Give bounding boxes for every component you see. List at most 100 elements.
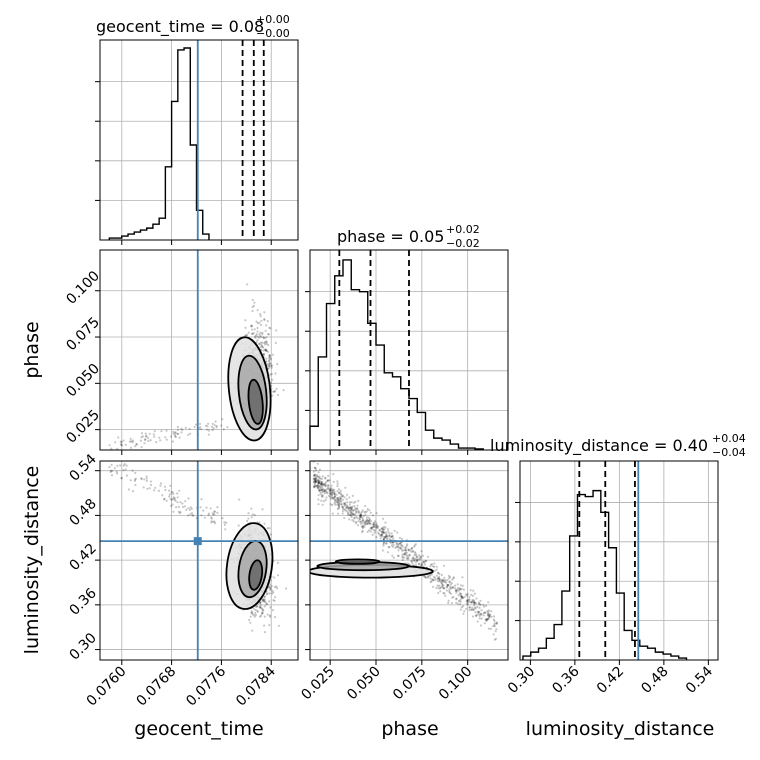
sample-point (179, 510, 182, 514)
sample-point (266, 613, 269, 616)
sample-point (401, 545, 404, 548)
sample-point (412, 549, 415, 552)
sample-point (472, 599, 475, 602)
sample-point (314, 478, 317, 481)
sample-point (452, 595, 455, 599)
sample-point (473, 601, 476, 604)
sample-point (350, 507, 353, 510)
sample-point (262, 336, 265, 339)
sample-point (336, 503, 339, 506)
sample-point (375, 511, 378, 515)
sample-point (213, 513, 216, 516)
sample-point (459, 600, 462, 603)
sample-point (323, 490, 326, 493)
sample-point (403, 553, 406, 556)
sample-point (277, 624, 280, 627)
sample-point (330, 497, 333, 500)
sample-point (266, 527, 269, 530)
sample-point (123, 463, 126, 466)
sample-point (487, 614, 490, 617)
sample-point (419, 555, 422, 558)
sample-point (401, 549, 404, 552)
sample-point (321, 491, 324, 494)
sample-point (120, 444, 123, 447)
sample-point (168, 495, 171, 498)
sample-point (326, 484, 330, 487)
sample-point (467, 598, 470, 602)
sample-point (422, 560, 425, 564)
sample-point (326, 487, 329, 490)
sample-point (314, 466, 317, 469)
sample-point (360, 510, 363, 514)
sample-point (276, 363, 279, 366)
sample-point (256, 326, 259, 330)
sample-point (382, 542, 385, 546)
sample-point (424, 560, 428, 563)
sample-point (361, 529, 364, 533)
sample-point (358, 515, 361, 519)
sample-point (359, 515, 362, 518)
sample-point (337, 499, 340, 502)
sample-point (312, 480, 315, 483)
sample-point (405, 549, 408, 552)
sample-point (168, 493, 171, 496)
sample-point (361, 519, 364, 523)
sample-point (455, 589, 458, 593)
sample-point (159, 439, 162, 442)
sample-point (357, 520, 360, 523)
sample-point (316, 462, 319, 465)
sample-point (270, 585, 273, 588)
sample-point (282, 389, 285, 392)
sample-point (450, 586, 453, 590)
sample-point (258, 605, 261, 609)
sample-point (110, 469, 113, 472)
sample-point (333, 495, 336, 498)
sample-point (487, 601, 490, 604)
sample-point (148, 432, 151, 435)
sample-point (408, 553, 411, 556)
sample-point (210, 517, 213, 520)
x-tick-label: 0.0784 (233, 663, 279, 709)
sample-point (271, 609, 275, 612)
density-contour (334, 558, 381, 565)
sample-point (493, 623, 496, 627)
sample-point (488, 614, 491, 618)
sample-point (383, 525, 386, 528)
sample-point (270, 372, 273, 376)
sample-point (262, 349, 265, 352)
sample-point (314, 467, 317, 470)
density-contour (248, 559, 264, 591)
sample-point (271, 378, 274, 381)
sample-point (317, 480, 320, 483)
sample-point (131, 441, 134, 444)
sample-point (328, 488, 331, 491)
sample-point (415, 553, 418, 557)
sample-point (259, 331, 262, 334)
sample-point (326, 479, 330, 482)
sample-point (256, 335, 259, 338)
sample-point (359, 513, 362, 516)
sample-point (410, 547, 414, 550)
sample-point (390, 532, 393, 535)
sample-point (327, 486, 330, 489)
sample-point (375, 526, 378, 530)
sample-point (265, 336, 268, 339)
sample-point (356, 504, 359, 507)
sample-point (343, 516, 346, 520)
sample-point (142, 486, 145, 489)
sample-point (330, 493, 333, 496)
sample-point (256, 339, 259, 342)
sample-point (327, 484, 330, 487)
sample-point (190, 507, 193, 510)
sample-point (480, 609, 483, 612)
sample-point (198, 422, 202, 425)
sample-point (250, 324, 253, 327)
sample-point (252, 614, 255, 617)
sample-point (176, 496, 179, 499)
sample-point (323, 490, 326, 493)
sample-point (385, 531, 388, 534)
sample-point (170, 498, 173, 501)
sample-point (184, 500, 187, 503)
sample-point (251, 332, 254, 335)
sample-point (473, 601, 476, 604)
